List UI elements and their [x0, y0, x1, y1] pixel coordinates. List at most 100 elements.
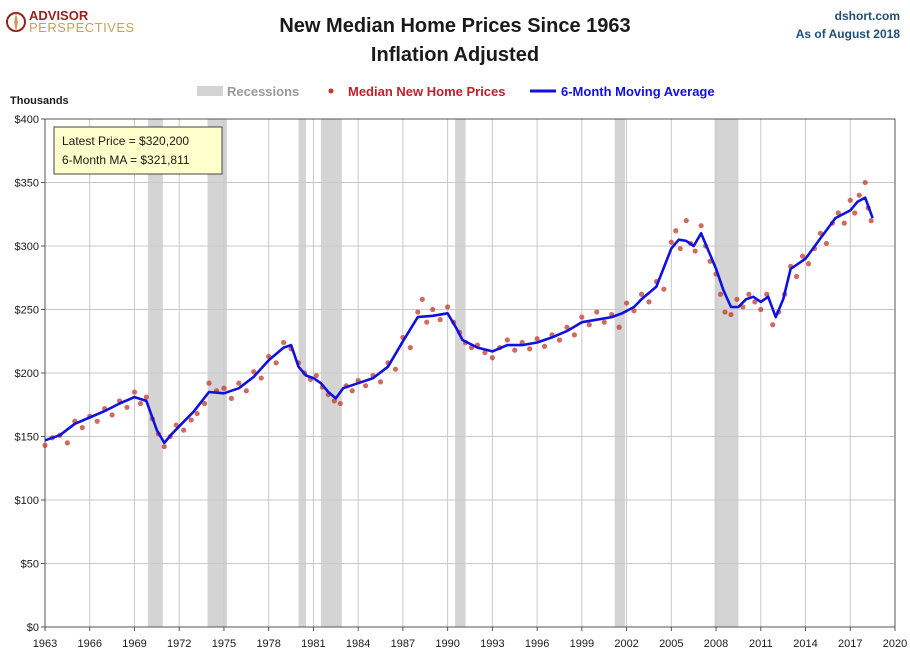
price-point — [793, 273, 800, 280]
x-tick-label: 2002 — [614, 638, 638, 650]
x-tick-label: 1984 — [346, 638, 370, 650]
y-axis: $0 $50 $100 $150 $200 $250 $300 $350 $400 — [15, 114, 45, 634]
x-tick-label: 1963 — [33, 638, 57, 650]
price-point — [746, 291, 752, 297]
moving-average-line — [44, 196, 874, 445]
price-point — [862, 179, 868, 186]
price-point — [161, 444, 167, 450]
price-point — [579, 314, 585, 320]
price-point — [770, 322, 776, 328]
x-tick-label: 1999 — [570, 638, 594, 650]
price-point — [623, 300, 630, 306]
price-point — [251, 369, 257, 375]
y-tick-label: $0 — [27, 622, 39, 634]
compass-needle-icon — [14, 12, 18, 32]
price-point — [646, 299, 652, 305]
y-tick-label: $250 — [15, 305, 39, 317]
x-tick-label: 2011 — [749, 638, 773, 650]
price-point — [124, 404, 130, 410]
price-point — [243, 388, 249, 394]
price-point — [541, 343, 548, 349]
x-tick-label: 1990 — [435, 638, 459, 650]
price-point — [482, 350, 488, 356]
price-point — [313, 372, 320, 379]
price-point — [673, 228, 679, 234]
price-point — [668, 239, 674, 245]
x-tick-label: 1978 — [256, 638, 280, 650]
chart-title-line1: New Median Home Prices Since 1963 — [279, 15, 630, 37]
price-point — [698, 223, 704, 229]
legend-price-dot — [328, 88, 334, 94]
x-tick-label: 1987 — [391, 638, 415, 650]
moving-average-text: 6-Month MA = $321,811 — [62, 153, 190, 167]
price-point — [258, 375, 264, 381]
price-point — [722, 309, 728, 315]
legend-recession-swatch — [197, 86, 223, 96]
price-point — [841, 220, 847, 226]
logo-line1: ADVISOR — [29, 8, 89, 23]
price-point — [415, 309, 421, 315]
y-tick-label: $400 — [15, 114, 39, 126]
price-point — [64, 440, 70, 446]
price-point — [823, 240, 830, 247]
price-point — [273, 360, 279, 366]
x-tick-label: 1993 — [480, 638, 504, 650]
price-point — [799, 253, 806, 259]
price-point — [638, 291, 645, 297]
x-tick-label: 1969 — [122, 638, 146, 650]
y-tick-label: $300 — [15, 241, 39, 253]
price-point — [430, 306, 436, 313]
price-point — [143, 394, 150, 400]
price-point — [527, 346, 533, 352]
price-point — [534, 336, 540, 342]
price-point — [571, 332, 577, 338]
advisor-perspectives-logo: ADVISOR PERSPECTIVES — [6, 8, 134, 35]
price-point — [752, 299, 758, 305]
price-point — [424, 319, 430, 325]
price-point — [109, 412, 115, 418]
y-tick-label: $100 — [15, 495, 39, 507]
legend-recessions-label: Recessions — [227, 84, 299, 99]
price-point — [683, 218, 689, 224]
x-tick-label: 2017 — [838, 638, 862, 650]
price-point — [512, 347, 518, 353]
y-tick-label: $200 — [15, 368, 39, 380]
x-tick-label: 2005 — [659, 638, 683, 650]
y-tick-label: $150 — [15, 432, 39, 444]
x-tick-label: 1981 — [301, 638, 325, 650]
price-point — [236, 380, 242, 386]
price-point — [228, 395, 235, 401]
price-point — [677, 245, 683, 252]
price-point — [631, 308, 637, 314]
price-point — [728, 311, 734, 318]
price-point — [194, 411, 200, 417]
price-point — [504, 337, 510, 343]
price-point — [586, 322, 592, 328]
price-point — [392, 366, 399, 372]
price-point — [188, 417, 194, 423]
moving-average — [44, 196, 874, 445]
latest-price-box-bg — [53, 126, 223, 175]
price-dots — [42, 179, 874, 450]
as-of-label: As of August 2018 — [796, 27, 901, 41]
price-point — [805, 261, 812, 267]
legend-prices-label: Median New Home Prices — [348, 84, 506, 99]
x-tick-label: 2020 — [883, 638, 907, 650]
latest-price-box: Latest Price = $320,200 6-Month MA = $32… — [53, 126, 223, 175]
price-point — [437, 317, 443, 323]
price-point — [445, 304, 451, 310]
price-point — [601, 319, 607, 325]
x-axis: 1963 1966 1969 1972 1975 1978 1981 1984 1987 1990… — [33, 627, 907, 650]
x-tick-label: 2014 — [793, 638, 817, 650]
price-point — [594, 309, 600, 315]
price-point — [852, 210, 858, 216]
y-tick-label: $50 — [21, 559, 39, 571]
price-point — [337, 400, 343, 407]
gridlines — [44, 118, 896, 628]
price-point — [181, 427, 187, 433]
latest-price-text: Latest Price = $320,200 — [62, 134, 189, 148]
price-point — [758, 306, 764, 313]
price-point — [131, 389, 138, 395]
price-point — [221, 385, 227, 391]
